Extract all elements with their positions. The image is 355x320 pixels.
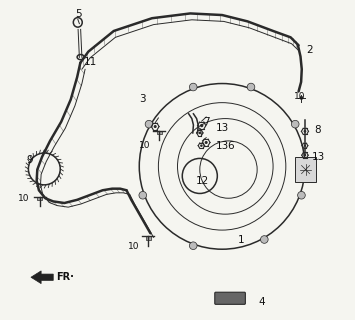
Circle shape: [190, 242, 197, 250]
Circle shape: [145, 120, 153, 128]
Circle shape: [204, 141, 208, 144]
Circle shape: [261, 236, 268, 243]
Circle shape: [297, 191, 305, 199]
Bar: [146, 236, 151, 240]
Text: 10: 10: [139, 141, 151, 150]
Text: 10: 10: [128, 242, 140, 251]
Circle shape: [304, 130, 306, 133]
Text: 10: 10: [18, 194, 30, 203]
Circle shape: [247, 83, 255, 91]
Circle shape: [190, 83, 197, 91]
Text: 9: 9: [26, 155, 33, 165]
Text: 11: 11: [84, 57, 97, 67]
Polygon shape: [31, 271, 53, 284]
Circle shape: [300, 96, 304, 100]
Text: 10: 10: [294, 92, 305, 101]
Text: 13: 13: [312, 152, 325, 162]
Text: 5: 5: [75, 9, 82, 19]
Text: 7: 7: [203, 117, 209, 127]
Text: 13: 13: [216, 123, 229, 133]
Circle shape: [291, 120, 299, 128]
Bar: [37, 197, 42, 200]
Text: 4: 4: [259, 297, 266, 307]
Circle shape: [154, 125, 157, 128]
Text: 13: 13: [216, 141, 229, 151]
Circle shape: [198, 132, 201, 134]
Circle shape: [304, 154, 306, 156]
Text: 1: 1: [238, 235, 245, 245]
Circle shape: [304, 145, 306, 147]
Text: 2: 2: [306, 45, 313, 55]
Text: 12: 12: [196, 176, 209, 186]
Text: 6: 6: [227, 141, 234, 151]
Text: FR·: FR·: [56, 272, 74, 282]
Bar: [157, 131, 162, 134]
Circle shape: [139, 191, 147, 199]
FancyBboxPatch shape: [215, 292, 245, 304]
Circle shape: [200, 124, 203, 127]
Circle shape: [200, 144, 203, 147]
Text: 3: 3: [139, 94, 146, 104]
Text: 8: 8: [315, 125, 321, 135]
Bar: [295, 157, 316, 182]
